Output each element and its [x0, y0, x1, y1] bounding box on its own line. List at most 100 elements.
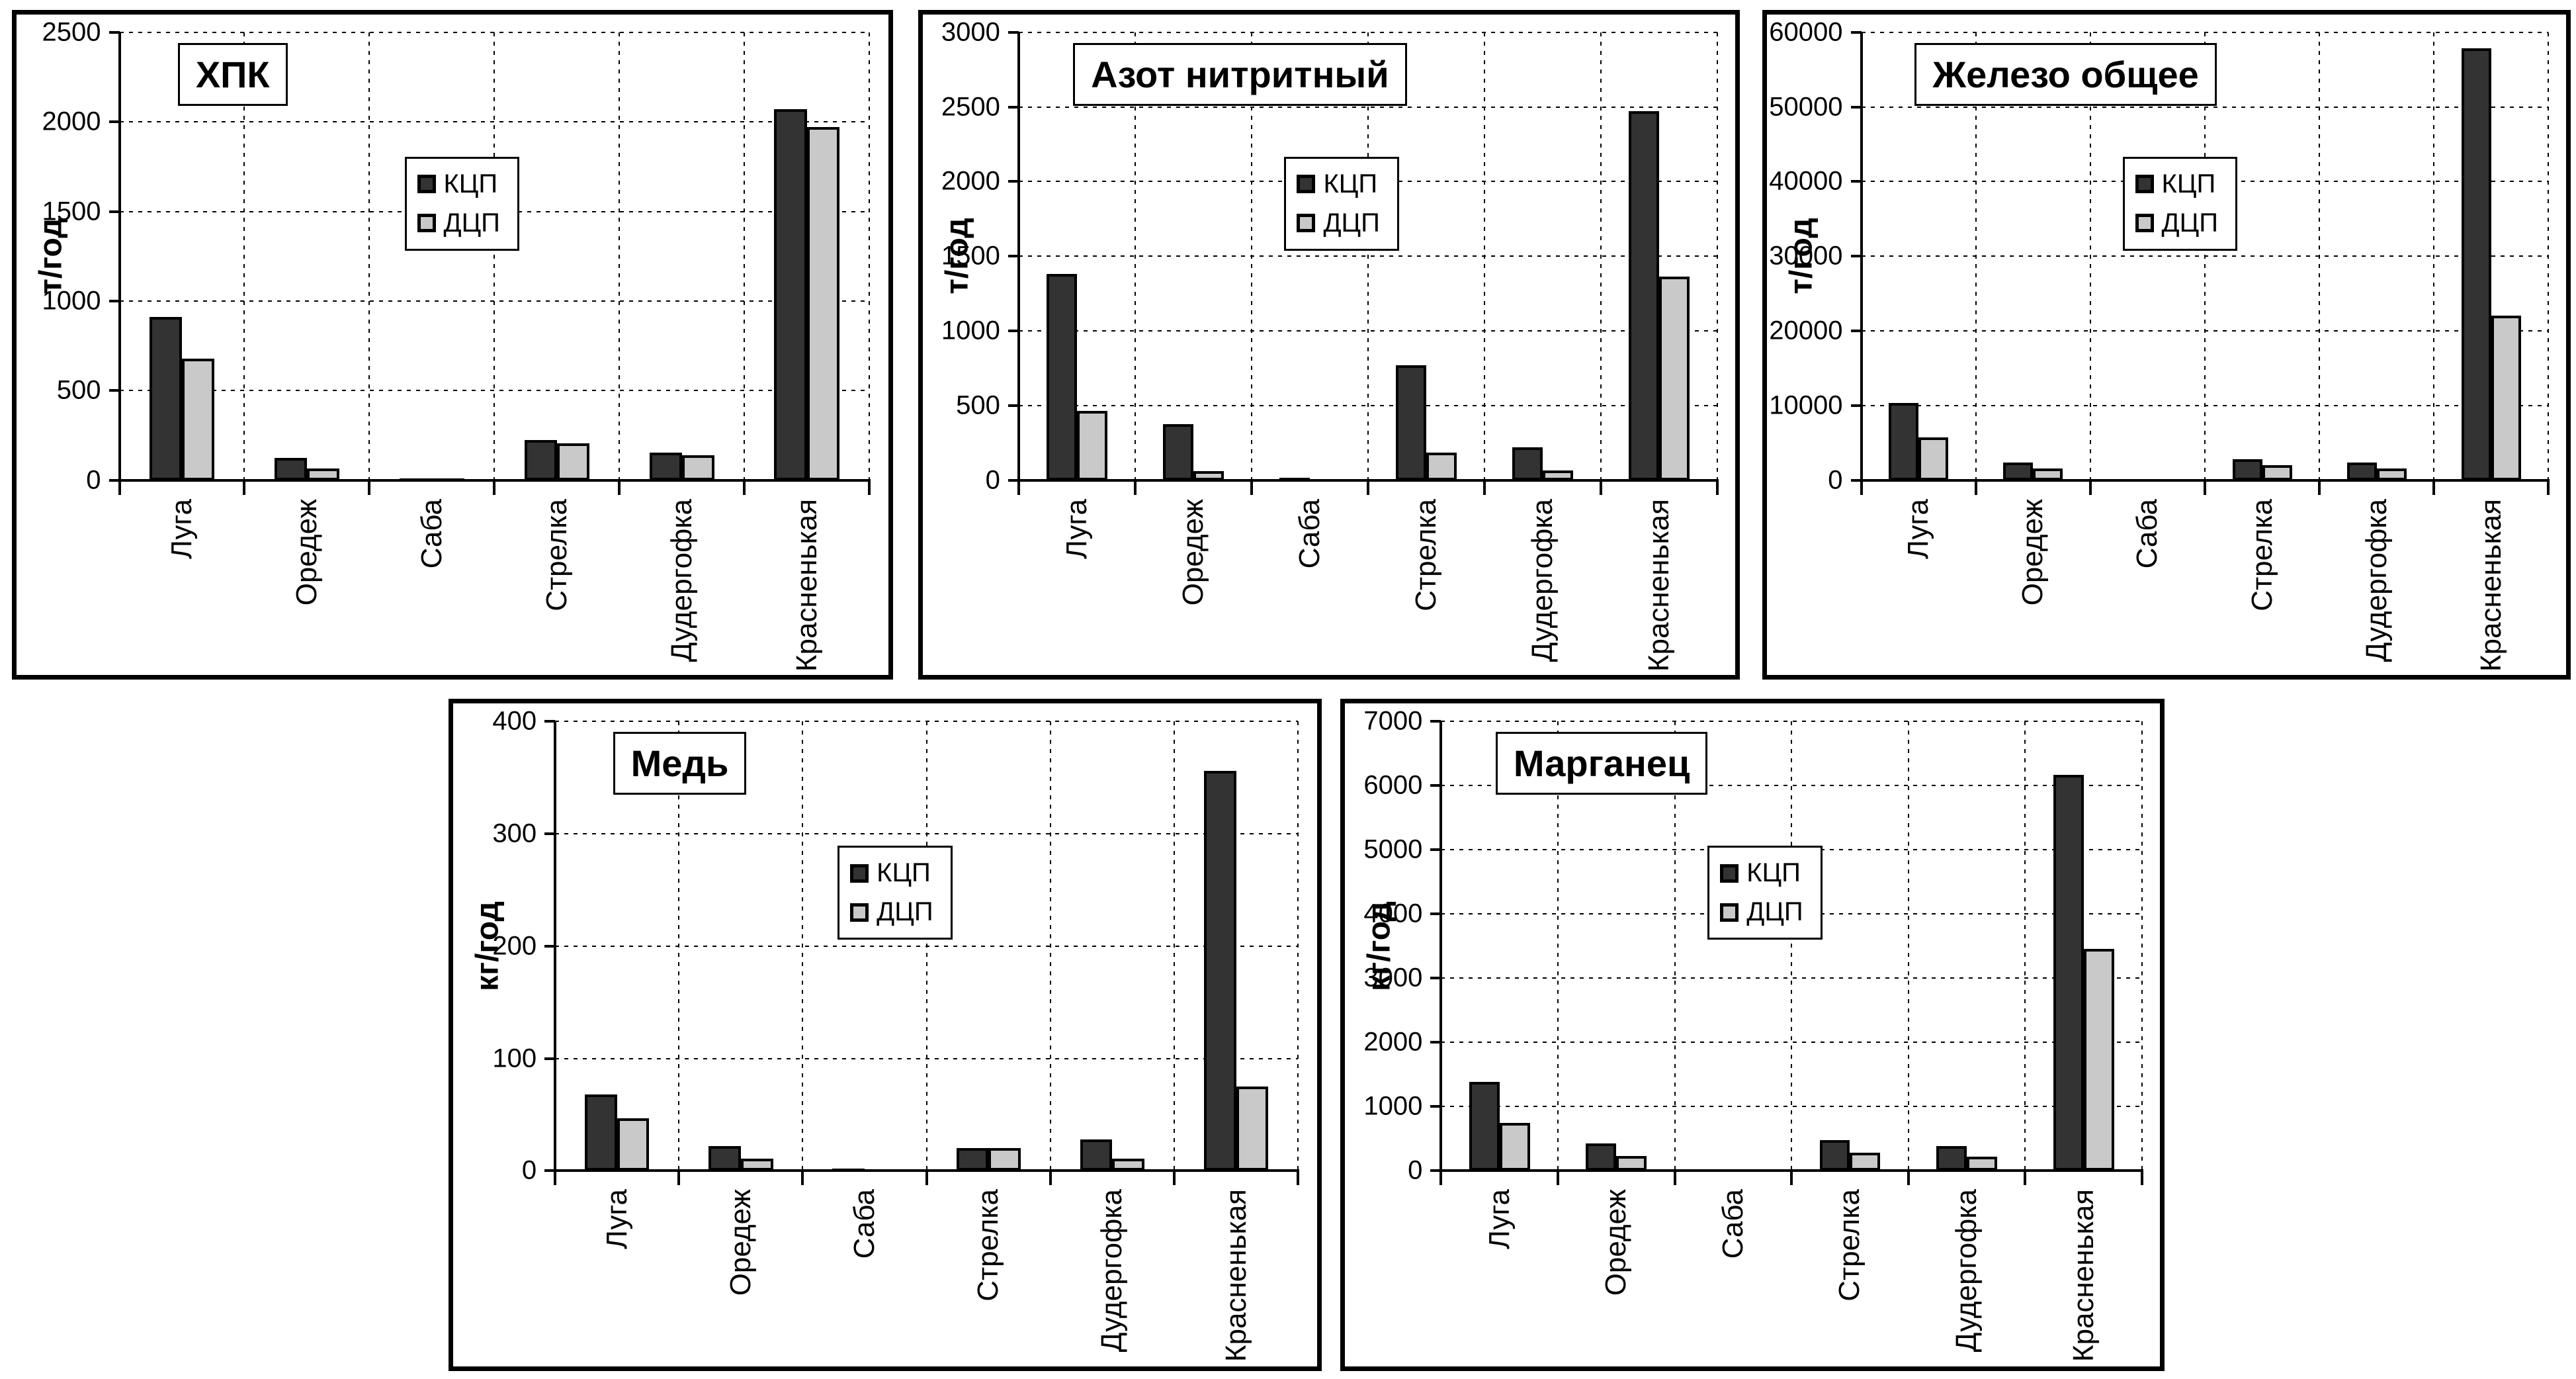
x-axis-tick — [2024, 1171, 2027, 1186]
gridline-vertical — [1674, 721, 1676, 1171]
gridline-vertical — [1975, 32, 1977, 480]
y-axis-tick — [1430, 1105, 1441, 1108]
category-label: Оредеж — [1600, 1189, 1633, 1296]
y-axis-tick — [1850, 404, 1862, 407]
chart-title: Медь — [613, 732, 747, 795]
x-axis-tick — [1297, 1171, 1300, 1186]
y-axis-tick — [544, 944, 556, 948]
legend-swatch — [1297, 175, 1316, 194]
gridline-vertical — [1600, 32, 1602, 480]
y-tick-label: 0 — [985, 465, 1000, 495]
y-axis-tick — [1850, 255, 1862, 258]
x-axis-tick — [1715, 480, 1719, 495]
legend-label: КЦП — [877, 858, 931, 888]
y-tick-label: 1500 — [941, 241, 1000, 271]
bar — [681, 455, 714, 480]
y-axis-title: кг/год — [1361, 901, 1397, 991]
bar — [1499, 1122, 1530, 1171]
bar — [1967, 1156, 1997, 1171]
y-tick-label: 50000 — [1769, 92, 1843, 122]
x-axis-tick — [743, 480, 746, 495]
bar — [2491, 316, 2521, 480]
legend-label: КЦП — [2161, 169, 2216, 199]
bar — [1396, 365, 1426, 480]
legend-swatch — [2135, 214, 2154, 233]
gridline-vertical — [2548, 32, 2550, 480]
x-axis-tick — [2432, 480, 2436, 495]
bar — [1819, 1139, 1850, 1171]
legend-label: ДЦП — [1323, 208, 1380, 238]
y-axis-title: кг/год — [470, 901, 505, 991]
legend: КЦП ДЦП — [1284, 156, 1399, 251]
gridline-vertical — [2204, 32, 2206, 480]
category-label: Стрелка — [540, 498, 573, 611]
category-label: Дудергофка — [1095, 1189, 1129, 1353]
bar — [1658, 276, 1690, 480]
y-tick-label: 1000 — [941, 316, 1000, 345]
bar — [1586, 1143, 1617, 1171]
category-label: Саба — [2131, 498, 2164, 568]
gridline-vertical — [1297, 721, 1299, 1171]
gridline-vertical — [2024, 721, 2026, 1171]
x-axis-tick — [118, 480, 121, 495]
bar — [774, 109, 807, 480]
bar — [274, 457, 307, 480]
legend-label: ДЦП — [2161, 208, 2218, 238]
bar — [617, 1118, 650, 1171]
bar — [2461, 48, 2491, 480]
bar — [556, 443, 589, 480]
y-axis-line — [554, 721, 557, 1173]
x-axis-tick — [1482, 480, 1486, 495]
y-axis-tick — [1430, 912, 1441, 916]
chart-title: Железо общее — [1914, 42, 2217, 106]
x-axis-tick — [1556, 1171, 1559, 1186]
legend-swatch — [850, 864, 869, 883]
x-axis-tick — [1790, 1171, 1793, 1186]
bar — [1204, 770, 1236, 1171]
gridline-vertical — [925, 721, 927, 1171]
legend-item: КЦП — [1720, 858, 1803, 888]
y-axis-tick — [1008, 105, 1019, 109]
gridline-vertical — [1716, 32, 1718, 480]
legend: КЦП ДЦП — [2122, 156, 2237, 251]
bar — [2346, 462, 2377, 480]
bar — [1080, 1139, 1113, 1171]
gridline-vertical — [1791, 721, 1793, 1171]
legend-swatch — [1720, 903, 1739, 922]
y-axis-tick — [1850, 330, 1862, 333]
category-label: Стрелка — [1833, 1189, 1866, 1302]
x-axis-tick — [368, 480, 371, 495]
bar — [988, 1148, 1021, 1171]
gridline-vertical — [869, 32, 870, 480]
bar — [2232, 459, 2262, 480]
y-tick-label: 60000 — [1769, 17, 1843, 47]
chart-panel: 0 500 1000 1500 2000 2500 3000 Луга Оредеж Саба Ст… — [918, 10, 1740, 680]
chart-title: ХПК — [177, 42, 288, 106]
legend-swatch — [417, 214, 436, 233]
chart-panel: 0 100 200 300 400 Луга Оредеж Саба Стрелка Дудерг… — [449, 699, 1322, 1371]
category-label: Саба — [1716, 1189, 1749, 1259]
legend-item: КЦП — [850, 858, 933, 888]
gridline-vertical — [1049, 721, 1051, 1171]
category-label: Луга — [600, 1189, 633, 1250]
chart-panel: 0 1000 2000 3000 4000 5000 6000 7000 Луга Оредеж С… — [1340, 699, 2165, 1371]
y-tick-label: 3000 — [941, 17, 1000, 47]
bar — [1076, 410, 1107, 480]
x-axis-tick — [1599, 480, 1602, 495]
bar — [956, 1148, 989, 1171]
category-label: Стрелка — [1409, 498, 1442, 611]
y-tick-label: 1000 — [42, 286, 101, 316]
x-axis-tick — [618, 480, 621, 495]
bar — [1936, 1146, 1967, 1171]
y-axis-line — [118, 32, 121, 482]
y-axis-tick — [1008, 404, 1019, 407]
legend-swatch — [417, 175, 436, 194]
y-axis-tick — [1850, 30, 1862, 34]
gridline-vertical — [1174, 721, 1176, 1171]
bar — [2376, 468, 2407, 480]
y-axis-tick — [1008, 30, 1019, 34]
y-axis-tick — [108, 299, 120, 302]
bar — [524, 439, 557, 480]
y-tick-label: 20000 — [1769, 316, 1843, 345]
